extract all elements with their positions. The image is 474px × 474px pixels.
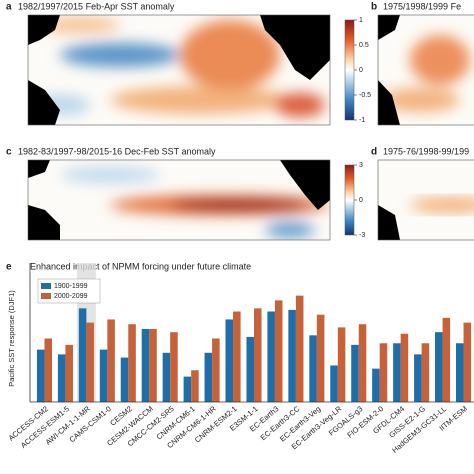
bar	[358, 324, 367, 402]
map-title: 1982-83/1997-98/2015-16 Dec-Feb SST anom…	[18, 146, 216, 156]
colorbar-tick-label: -1	[359, 117, 365, 124]
bar	[274, 300, 283, 402]
y-axis-label: Pacific SST response (DJF1)	[7, 290, 16, 387]
bar	[183, 376, 192, 402]
bar	[120, 357, 129, 402]
map-title: 1975-76/1998-99/199	[383, 146, 469, 156]
panel-label: a	[6, 2, 12, 13]
bar	[455, 343, 464, 402]
bar	[149, 328, 157, 402]
bar	[233, 311, 241, 402]
bar	[316, 314, 325, 402]
map-c	[28, 160, 330, 240]
bar	[351, 344, 359, 402]
bar	[288, 309, 296, 402]
legend-swatch	[41, 283, 51, 289]
colorbar-tick-label: 0.5	[359, 42, 369, 49]
bar	[225, 319, 234, 402]
bar	[254, 308, 262, 402]
panel-label: d	[371, 147, 377, 158]
bar	[421, 343, 430, 402]
bar	[128, 324, 136, 402]
bar	[246, 336, 254, 402]
bar	[170, 332, 178, 402]
bar	[107, 319, 115, 402]
bar	[337, 327, 346, 402]
bar	[36, 349, 45, 402]
bar	[309, 335, 317, 402]
bar	[414, 354, 422, 402]
bar	[44, 338, 53, 402]
bar	[191, 370, 199, 402]
bar	[330, 365, 338, 402]
colorbar-tick-label: 1	[359, 17, 363, 24]
bar	[442, 317, 451, 402]
colorbar-tick-label: -0.5	[359, 92, 371, 99]
bar	[86, 322, 94, 402]
chart-title: Enhanced impact of NPMM forcing under fu…	[30, 261, 251, 271]
map-b	[378, 15, 474, 125]
bar	[141, 328, 150, 402]
colorbar-tick-label: -3	[359, 232, 365, 239]
panel-label: c	[6, 147, 12, 158]
bar	[393, 343, 401, 402]
panel-label: b	[371, 2, 377, 13]
legend-label: 1900-1999	[54, 283, 88, 290]
bar	[78, 308, 87, 402]
map-a	[28, 15, 330, 125]
bar	[65, 344, 73, 402]
bar	[99, 349, 108, 402]
bar	[162, 352, 171, 402]
map-d	[378, 160, 474, 240]
legend-label: 2000-2099	[54, 293, 88, 300]
bar	[435, 332, 443, 402]
colorbar-tick-label: 0	[359, 67, 363, 74]
bar	[212, 338, 220, 402]
bar	[379, 343, 388, 402]
colorbar-a	[344, 19, 355, 121]
bar	[267, 311, 275, 402]
legend-swatch	[41, 293, 51, 299]
panel-label: e	[6, 262, 12, 273]
map-title: 1975/1998/1999 Fe	[383, 1, 461, 11]
colorbar-c	[344, 164, 355, 236]
bar	[400, 333, 409, 402]
bar	[463, 322, 472, 402]
colorbar-tick-label: 0	[359, 197, 363, 204]
bar	[57, 354, 66, 402]
colorbar-tick-label: 3	[359, 162, 363, 169]
bar	[295, 295, 304, 402]
bar	[204, 352, 213, 402]
map-title: 1982/1997/2015 Feb-Apr SST anomaly	[18, 1, 175, 11]
bar	[372, 368, 380, 402]
